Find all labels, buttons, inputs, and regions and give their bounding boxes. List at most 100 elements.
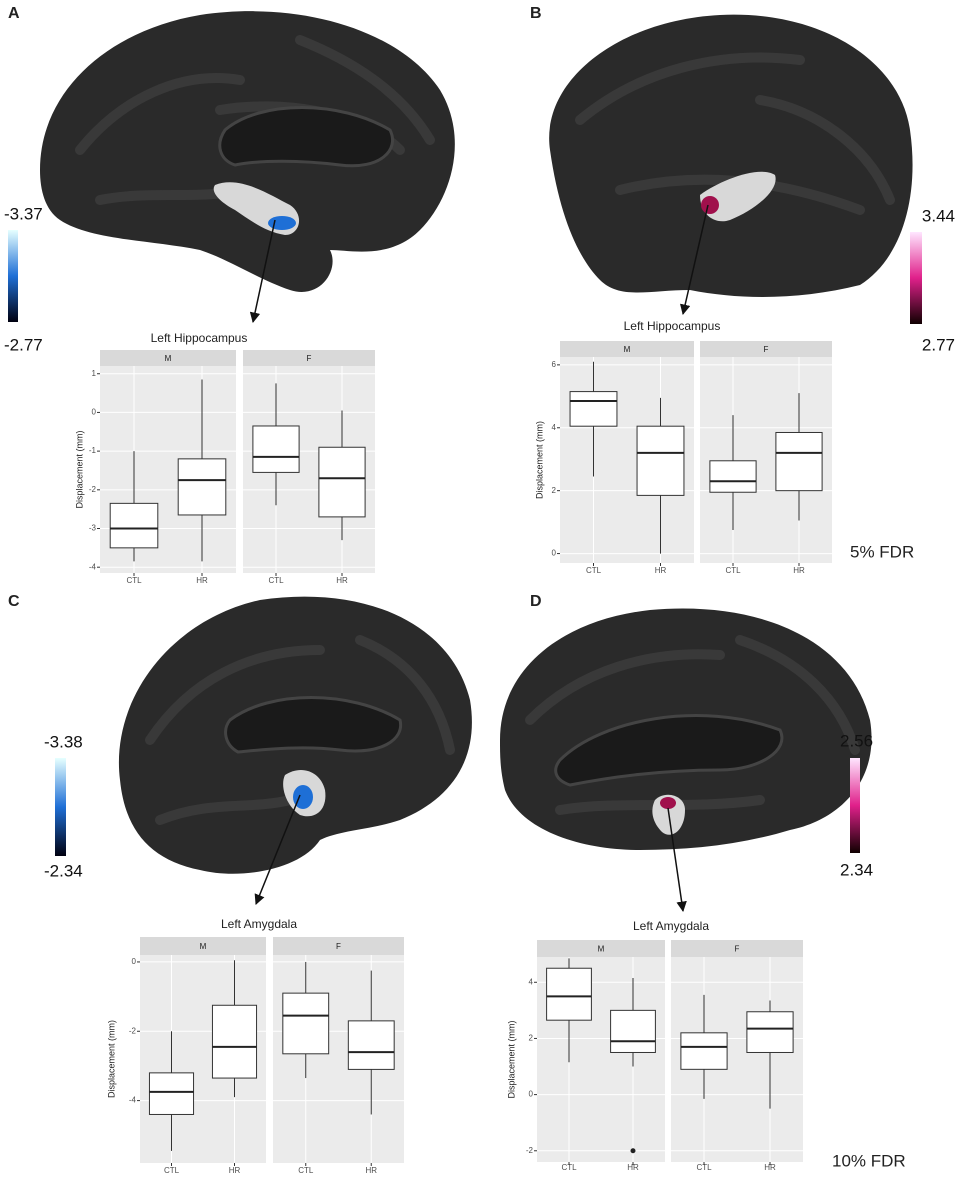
box xyxy=(282,992,330,1055)
box xyxy=(347,1020,395,1070)
strip-label: F xyxy=(735,945,740,954)
fdr-note: 10% FDR xyxy=(832,1151,906,1170)
y-tick-label: 0 xyxy=(92,408,97,417)
strip-label: F xyxy=(307,354,312,363)
strip xyxy=(243,350,375,366)
y-tick-label: -4 xyxy=(89,562,97,571)
colorbar xyxy=(8,230,18,322)
strip xyxy=(560,341,694,357)
y-tick-label: 0 xyxy=(529,1090,534,1099)
highlight-b xyxy=(700,171,776,222)
arrow xyxy=(679,204,709,316)
colorbar xyxy=(55,758,66,856)
panel-letter: B xyxy=(530,5,542,22)
colorbar-label: 2.56 xyxy=(840,731,873,750)
x-tick-label: CTL xyxy=(586,566,602,575)
panel-letter: D xyxy=(530,593,542,610)
strip xyxy=(273,937,404,955)
panel-title: Left Amygdala xyxy=(221,917,297,931)
x-tick-label: HR xyxy=(655,566,667,575)
colorbar xyxy=(910,232,922,324)
colorbar-label: -2.34 xyxy=(44,861,83,880)
box xyxy=(318,446,366,518)
box xyxy=(746,1011,794,1053)
brain-b xyxy=(549,14,913,297)
box xyxy=(211,1004,258,1079)
strip-label: F xyxy=(764,345,769,354)
box xyxy=(177,458,227,516)
strip xyxy=(100,350,236,366)
x-tick-label: CTL xyxy=(268,576,284,585)
panel-letter: A xyxy=(8,5,20,22)
colorbar-label: -2.77 xyxy=(4,335,43,354)
x-tick-label: CTL xyxy=(561,1163,577,1172)
y-tick-label: -3 xyxy=(89,524,97,533)
colorbar xyxy=(850,758,860,853)
y-tick-label: -2 xyxy=(89,485,97,494)
y-axis-label: Displacement (mm) xyxy=(534,421,544,499)
strip-label: M xyxy=(624,345,631,354)
strip-label: M xyxy=(598,945,605,954)
y-tick-label: -1 xyxy=(89,446,97,455)
y-tick-label: -2 xyxy=(526,1146,534,1155)
colorbar-label: -3.37 xyxy=(4,204,43,223)
strip-label: F xyxy=(336,942,341,951)
outlier xyxy=(630,1148,636,1154)
box xyxy=(636,425,685,496)
box xyxy=(109,502,159,549)
x-tick-label: HR xyxy=(365,1166,377,1175)
colorbar-label: 3.44 xyxy=(922,206,955,225)
colorbar-label: 2.34 xyxy=(840,860,873,879)
y-tick-label: 1 xyxy=(92,369,97,378)
panel-title: Left Hippocampus xyxy=(624,319,721,333)
box xyxy=(680,1032,728,1070)
box xyxy=(569,391,618,427)
strip xyxy=(700,341,832,357)
arrows xyxy=(249,204,709,913)
y-tick-label: 4 xyxy=(552,423,557,432)
strip xyxy=(671,940,803,957)
strip-label: M xyxy=(200,942,207,951)
box xyxy=(546,967,592,1021)
panel-title: Left Amygdala xyxy=(633,919,709,933)
y-tick-label: -2 xyxy=(129,1026,137,1035)
strip-label: M xyxy=(165,354,172,363)
y-tick-label: 6 xyxy=(552,360,557,369)
x-tick-label: CTL xyxy=(298,1166,314,1175)
y-tick-label: 4 xyxy=(529,977,534,986)
strip xyxy=(140,937,266,955)
x-tick-label: CTL xyxy=(696,1163,712,1172)
y-tick-label: 2 xyxy=(529,1034,534,1043)
colorbar-label: 2.77 xyxy=(922,335,955,354)
x-tick-label: CTL xyxy=(126,576,142,585)
panel-title: Left Hippocampus xyxy=(151,331,248,345)
y-tick-label: 0 xyxy=(552,549,557,558)
colorbar-label: -3.38 xyxy=(44,732,83,751)
x-tick-label: CTL xyxy=(164,1166,180,1175)
brains xyxy=(40,11,913,874)
y-axis-label: Displacement (mm) xyxy=(506,1020,516,1098)
x-tick-label: CTL xyxy=(725,566,741,575)
x-tick-label: HR xyxy=(764,1163,776,1172)
y-tick-label: 2 xyxy=(552,486,557,495)
y-tick-label: 0 xyxy=(132,957,137,966)
box xyxy=(610,1009,656,1053)
y-axis-label: Displacement (mm) xyxy=(106,1020,116,1098)
x-tick-label: HR xyxy=(196,576,208,585)
arrow xyxy=(254,794,301,905)
fdr-note: 5% FDR xyxy=(850,542,914,561)
x-tick-label: HR xyxy=(627,1163,639,1172)
y-axis-label: Displacement (mm) xyxy=(74,430,84,508)
box xyxy=(148,1072,195,1115)
box xyxy=(252,425,300,473)
x-tick-label: HR xyxy=(793,566,805,575)
y-tick-label: -4 xyxy=(129,1096,137,1105)
strip xyxy=(537,940,665,957)
panel-letter: C xyxy=(8,593,20,610)
box xyxy=(775,431,823,492)
arrow xyxy=(249,219,276,324)
x-tick-label: HR xyxy=(336,576,348,585)
arrow xyxy=(667,807,687,913)
x-tick-label: HR xyxy=(229,1166,241,1175)
